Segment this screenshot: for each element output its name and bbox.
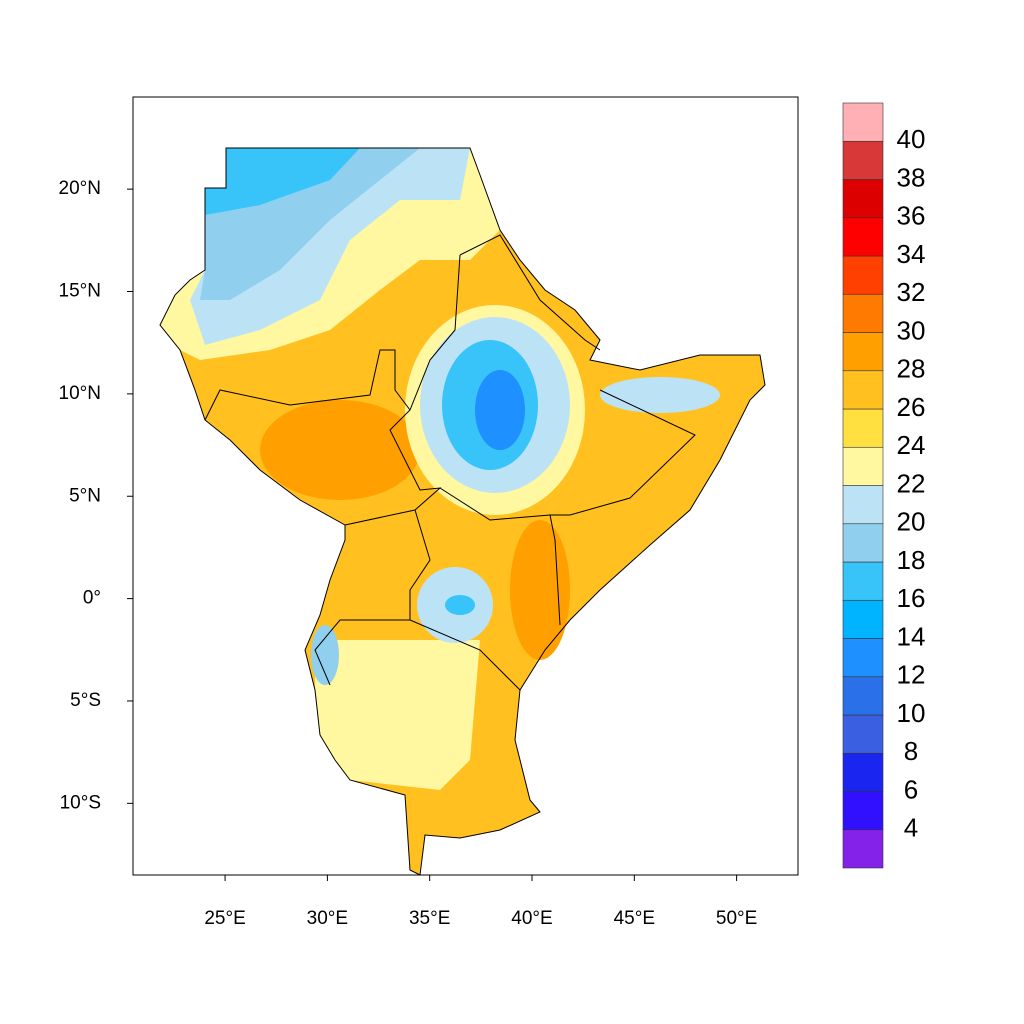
zone-light-yellow-tanzania (315, 640, 480, 790)
border (204, 349, 411, 421)
colorbar-swatch (842, 829, 884, 869)
zone-blue-tanganyika (311, 625, 339, 685)
border (344, 254, 461, 526)
zone-blue-ethiopia (475, 370, 525, 450)
colorbar-swatch (842, 599, 884, 639)
colorbar-swatch (842, 638, 884, 678)
colorbar-label: 28 (897, 354, 926, 384)
zone-light-blue-somalia (600, 377, 720, 413)
border (549, 514, 561, 626)
colorbar-swatch (842, 179, 884, 219)
zone-cyan-victoria (445, 595, 475, 615)
border (439, 389, 696, 521)
colorbar-label: 14 (897, 621, 926, 651)
coastline (159, 147, 766, 876)
colorbar-label: 18 (897, 545, 926, 575)
colorbar-swatch (842, 446, 884, 486)
x-tick-label: 30°E (307, 908, 348, 929)
colorbar-swatch (842, 752, 884, 792)
colorbar-swatch (842, 561, 884, 601)
y-tick-label: 0° (83, 588, 101, 609)
border (314, 619, 410, 686)
colorbar-swatch (842, 140, 884, 180)
colorbar-label: 32 (897, 277, 926, 307)
colorbar-swatch (842, 408, 884, 448)
map-frame (132, 96, 799, 876)
colorbar-swatch (842, 370, 884, 410)
y-tick-label: 5°N (69, 485, 101, 506)
colorbar-label: 20 (897, 507, 926, 537)
border (409, 509, 521, 691)
x-tick-label: 45°E (614, 908, 655, 929)
x-tick-label: 40°E (511, 908, 552, 929)
y-tick-label: 15°N (59, 281, 101, 302)
border (459, 234, 601, 351)
colorbar-label: 26 (897, 392, 926, 422)
colorbar-swatch (842, 523, 884, 563)
colorbar-swatch (842, 332, 884, 372)
colorbar-swatch (842, 255, 884, 295)
x-tick-label: 25°E (204, 908, 245, 929)
colorbar-label: 8 (904, 736, 918, 766)
y-tick-label: 20°N (59, 178, 101, 199)
zone-orange-south-sudan (260, 400, 420, 500)
colorbar-swatch (842, 217, 884, 257)
colorbar-label: 30 (897, 315, 926, 345)
colorbar-label: 24 (897, 430, 926, 460)
zone-cyan-north (205, 148, 360, 215)
colorbar-swatch (842, 102, 884, 142)
colorbar-label: 40 (897, 124, 926, 154)
y-tick-label: 5°S (70, 690, 101, 711)
colorbar-label: 4 (904, 813, 918, 843)
colorbar-swatch (842, 791, 884, 831)
colorbar-swatch (842, 485, 884, 525)
colorbar-label: 34 (897, 239, 926, 269)
colorbar-swatch (842, 293, 884, 333)
colorbar-swatch (842, 714, 884, 754)
colorbar-label: 6 (904, 774, 918, 804)
colorbar-label: 10 (897, 698, 926, 728)
colorbar-label: 12 (897, 660, 926, 690)
x-tick-label: 35°E (409, 908, 450, 929)
colorbar-label: 36 (897, 201, 926, 231)
x-tick-label: 50°E (716, 908, 757, 929)
colorbar-label: 22 (897, 468, 926, 498)
zone-orange-kenya (510, 520, 570, 660)
y-tick-label: 10°S (60, 792, 101, 813)
colorbar-label: 16 (897, 583, 926, 613)
colorbar-label: 38 (897, 162, 926, 192)
y-tick-label: 10°N (59, 383, 101, 404)
map-field (159, 147, 766, 876)
colorbar-swatch (842, 676, 884, 716)
